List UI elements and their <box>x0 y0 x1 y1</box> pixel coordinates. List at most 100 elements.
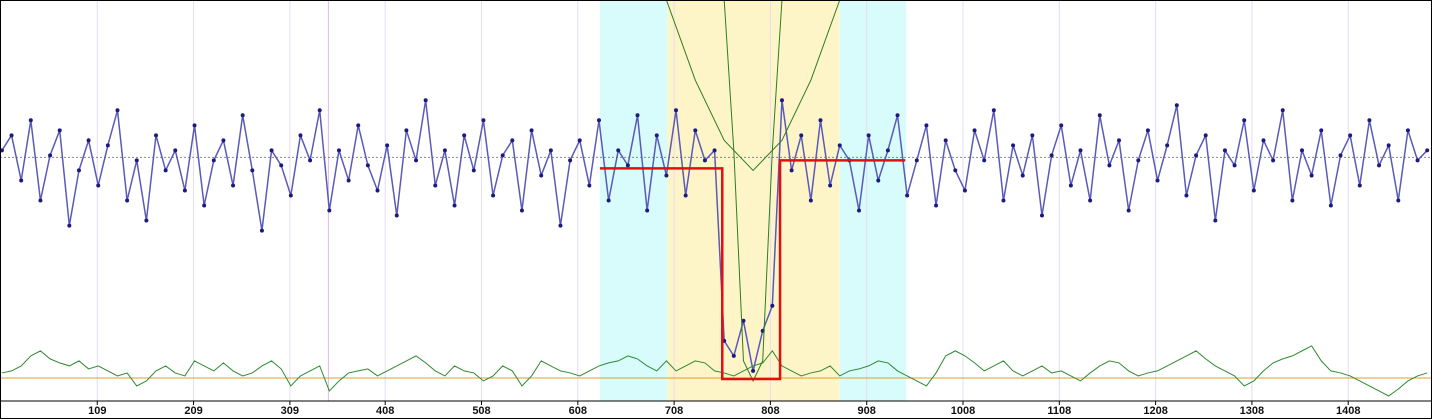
data-point <box>365 163 370 168</box>
data-point <box>462 133 467 138</box>
data-point <box>404 128 409 133</box>
data-point <box>905 193 910 198</box>
data-point <box>471 168 476 173</box>
data-point <box>173 148 178 153</box>
data-point <box>1405 128 1410 133</box>
data-point <box>693 128 698 133</box>
data-point <box>1184 193 1189 198</box>
data-point <box>452 203 457 208</box>
data-point <box>1136 158 1141 163</box>
data-point <box>1367 118 1372 123</box>
data-point <box>433 183 438 188</box>
data-point <box>558 223 563 228</box>
data-point <box>519 208 524 213</box>
data-point <box>674 108 679 113</box>
data-point <box>1213 218 1218 223</box>
data-point <box>828 183 833 188</box>
data-point <box>96 183 101 188</box>
data-point <box>876 178 881 183</box>
axis-layer: 109 209 309 408 508 608 708 808 908 1008 1108 1208 1… <box>0 400 1432 417</box>
data-point <box>751 368 756 373</box>
data-point <box>712 148 717 153</box>
data-point <box>953 168 958 173</box>
data-point <box>577 138 582 143</box>
data-point <box>1290 198 1295 203</box>
data-point <box>1011 143 1016 148</box>
data-point <box>1059 123 1064 128</box>
data-point <box>1088 198 1093 203</box>
data-point <box>202 203 207 208</box>
data-point <box>914 158 919 163</box>
data-point <box>240 113 245 118</box>
data-point <box>481 118 486 123</box>
x-tick-label: 908 <box>858 405 876 417</box>
data-point <box>144 218 149 223</box>
data-point <box>134 158 139 163</box>
data-point <box>1261 138 1266 143</box>
data-point <box>818 118 823 123</box>
data-point <box>1319 128 1324 133</box>
data-point <box>86 138 91 143</box>
data-point <box>19 178 24 183</box>
x-tick-label: 808 <box>761 405 779 417</box>
data-point <box>1117 138 1122 143</box>
data-point <box>645 208 650 213</box>
data-point <box>1155 178 1160 183</box>
data-point <box>808 198 813 203</box>
series-line <box>723 0 783 383</box>
data-point <box>1251 188 1256 193</box>
data-point <box>375 188 380 193</box>
data-point <box>702 158 707 163</box>
data-point <box>510 138 515 143</box>
x-tick-label: 109 <box>88 405 106 417</box>
data-point <box>741 318 746 323</box>
data-point <box>414 158 419 163</box>
x-tick-label: 1308 <box>1240 405 1264 417</box>
x-tick-label: 309 <box>281 405 299 417</box>
data-point <box>57 128 62 133</box>
data-point <box>231 183 236 188</box>
data-point <box>837 143 842 148</box>
data-point <box>259 228 264 233</box>
data-point <box>1299 148 1304 153</box>
data-point <box>442 148 447 153</box>
data-point <box>163 168 168 173</box>
data-point <box>1280 108 1285 113</box>
data-point <box>1357 183 1362 188</box>
x-tick-label: 1108 <box>1047 405 1071 417</box>
data-point <box>327 208 332 213</box>
series-line <box>665 0 841 172</box>
data-point <box>1271 158 1276 163</box>
data-point <box>336 148 341 153</box>
data-point <box>1232 163 1237 168</box>
x-tick-label: 1408 <box>1336 405 1360 417</box>
data-point <box>606 198 611 203</box>
shaded-region <box>839 0 907 401</box>
data-point <box>288 193 293 198</box>
data-point <box>28 118 33 123</box>
data-point <box>548 148 553 153</box>
data-point <box>115 108 120 113</box>
data-point <box>1049 153 1054 158</box>
x-tick-label: 508 <box>472 405 490 417</box>
data-point <box>1194 153 1199 158</box>
data-point <box>67 223 72 228</box>
data-point <box>1377 163 1382 168</box>
x-tick-label: 708 <box>665 405 683 417</box>
data-point <box>1242 118 1247 123</box>
shaded-region <box>599 0 668 401</box>
data-point <box>962 188 967 193</box>
data-point <box>1415 158 1420 163</box>
data-point <box>346 178 351 183</box>
data-point <box>1030 133 1035 138</box>
data-point <box>221 138 226 143</box>
data-point <box>587 183 592 188</box>
series-line <box>599 159 906 381</box>
data-point <box>1145 128 1150 133</box>
data-point <box>635 113 640 118</box>
data-point <box>269 148 274 153</box>
data-point <box>539 173 544 178</box>
data-point <box>394 213 399 218</box>
